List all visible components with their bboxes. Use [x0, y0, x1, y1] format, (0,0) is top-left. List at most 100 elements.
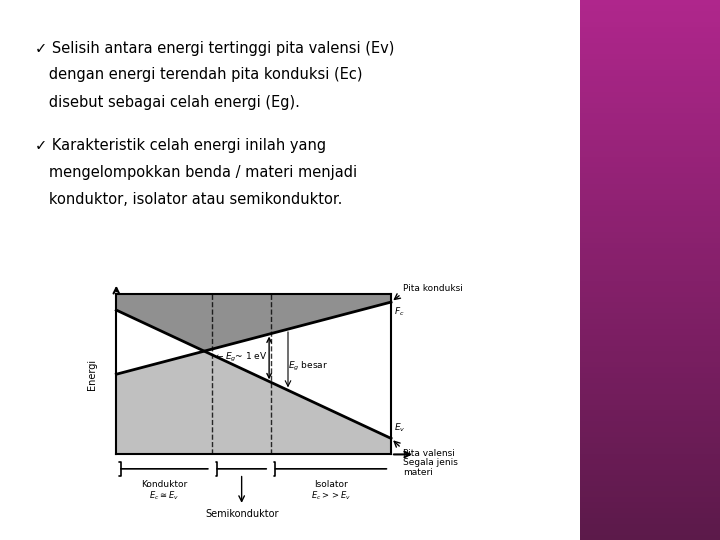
Bar: [580, 486, 720, 491]
Bar: [580, 508, 720, 513]
Bar: [580, 351, 720, 356]
Bar: [580, 378, 720, 383]
Bar: [580, 135, 720, 140]
Text: ✓ Selisih antara energi tertinggi pita valensi (Ev): ✓ Selisih antara energi tertinggi pita v…: [35, 40, 394, 56]
Text: $F_c$: $F_c$: [395, 305, 405, 318]
Text: dengan energi terendah pita konduksi (Ec): dengan energi terendah pita konduksi (Ec…: [35, 68, 362, 83]
Bar: [580, 437, 720, 443]
Bar: [580, 319, 720, 324]
Polygon shape: [204, 302, 391, 438]
Bar: [580, 167, 720, 173]
Bar: [580, 362, 720, 367]
Bar: [580, 383, 720, 389]
Text: Isolator: Isolator: [314, 480, 348, 489]
Text: $E_c \cong E_v$: $E_c \cong E_v$: [150, 490, 179, 502]
Bar: [580, 367, 720, 373]
Bar: [580, 275, 720, 281]
Bar: [580, 22, 720, 27]
Bar: [580, 49, 720, 54]
Bar: [580, 405, 720, 410]
Polygon shape: [117, 310, 204, 374]
Polygon shape: [117, 310, 391, 455]
Bar: [580, 313, 720, 319]
Bar: [580, 200, 720, 205]
Text: Pita konduksi: Pita konduksi: [403, 284, 463, 293]
Bar: [580, 130, 720, 135]
Bar: [580, 324, 720, 329]
Bar: [580, 178, 720, 184]
Bar: [580, 535, 720, 540]
Bar: [580, 243, 720, 248]
Bar: [580, 16, 720, 22]
Bar: [580, 248, 720, 254]
Bar: [580, 524, 720, 529]
Bar: [580, 43, 720, 49]
Text: $E_g$ besar: $E_g$ besar: [288, 360, 328, 373]
Text: Segala jenis
materi: Segala jenis materi: [403, 457, 458, 477]
Bar: [580, 238, 720, 243]
Text: $E_c >> E_v$: $E_c >> E_v$: [311, 490, 351, 502]
Text: $E_v$: $E_v$: [395, 421, 406, 434]
Bar: [580, 140, 720, 146]
Bar: [580, 162, 720, 167]
Bar: [580, 286, 720, 292]
Bar: [580, 340, 720, 346]
Bar: [580, 54, 720, 59]
Bar: [580, 265, 720, 270]
Bar: [580, 491, 720, 497]
Bar: [580, 427, 720, 432]
Bar: [580, 464, 720, 470]
Bar: [580, 194, 720, 200]
Bar: [580, 497, 720, 502]
Bar: [580, 184, 720, 189]
Bar: [580, 124, 720, 130]
Bar: [580, 454, 720, 459]
Bar: [580, 297, 720, 302]
Bar: [580, 227, 720, 232]
Bar: [580, 11, 720, 16]
Bar: [580, 103, 720, 108]
Bar: [580, 108, 720, 113]
Bar: [580, 421, 720, 427]
Bar: [580, 373, 720, 378]
Bar: [580, 302, 720, 308]
Bar: [580, 27, 720, 32]
Bar: [580, 76, 720, 81]
Bar: [580, 470, 720, 475]
Bar: [580, 394, 720, 400]
Text: konduktor, isolator atau semikonduktor.: konduktor, isolator atau semikonduktor.: [35, 192, 342, 207]
Bar: [580, 259, 720, 265]
Bar: [580, 292, 720, 297]
Polygon shape: [117, 294, 391, 374]
Text: mengelompokkan benda / materi menjadi: mengelompokkan benda / materi menjadi: [35, 165, 357, 180]
Text: Konduktor: Konduktor: [141, 480, 187, 489]
Bar: [580, 151, 720, 157]
Bar: [580, 5, 720, 11]
Bar: [580, 157, 720, 162]
Bar: [580, 216, 720, 221]
Bar: [580, 92, 720, 97]
Bar: [580, 173, 720, 178]
Bar: [580, 221, 720, 227]
Bar: [580, 459, 720, 464]
Bar: [580, 432, 720, 437]
Bar: [580, 410, 720, 416]
Bar: [580, 281, 720, 286]
Bar: [580, 448, 720, 454]
Bar: [580, 389, 720, 394]
Bar: [580, 502, 720, 508]
Bar: [580, 119, 720, 124]
Bar: [580, 400, 720, 405]
Bar: [580, 356, 720, 362]
Text: disebut sebagai celah energi (Eg).: disebut sebagai celah energi (Eg).: [35, 94, 300, 110]
Text: $\leftarrow E_g$~ 1 eV: $\leftarrow E_g$~ 1 eV: [214, 352, 267, 365]
Bar: [580, 211, 720, 216]
Bar: [580, 329, 720, 335]
Text: Semikonduktor: Semikonduktor: [205, 509, 279, 519]
Bar: [580, 0, 720, 5]
Bar: [580, 97, 720, 103]
Bar: [580, 346, 720, 351]
Bar: [580, 254, 720, 259]
Bar: [580, 232, 720, 238]
Bar: [580, 335, 720, 340]
